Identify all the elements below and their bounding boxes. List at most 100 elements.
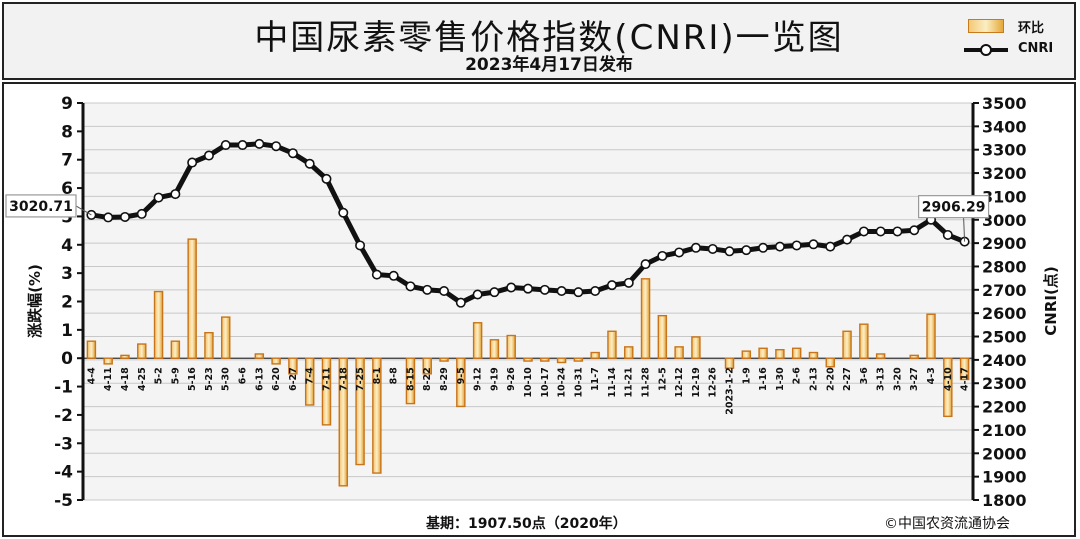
cnri-point <box>338 207 349 218</box>
right-tick-label: 2300 <box>982 374 1027 393</box>
left-axis-title: 涨跌幅(%) <box>26 264 44 338</box>
bar <box>372 357 382 474</box>
annotation-leader <box>963 217 966 242</box>
right-axis: 3500 3400 3300 3200 3100 3000 2900 2800 2700 2600… <box>971 94 1027 510</box>
bar <box>691 336 701 359</box>
bar <box>187 238 197 359</box>
right-tick-label: 1900 <box>982 468 1027 487</box>
bar <box>204 331 214 359</box>
bar <box>624 346 634 359</box>
gridlines <box>83 102 973 501</box>
right-tick-label: 2400 <box>982 351 1027 370</box>
cnri-point <box>556 285 567 296</box>
x-tick-label: 3-6 <box>859 367 870 385</box>
bar <box>842 330 852 359</box>
x-tick-label: 4-3 <box>926 367 937 384</box>
x-tick-label: 12-12 <box>674 367 685 397</box>
x-tick-label: 1-9 <box>741 367 752 384</box>
x-tick-label: 9-26 <box>506 367 517 391</box>
x-tick-label: 11-14 <box>607 367 618 398</box>
x-tick-label: 5-16 <box>187 367 198 391</box>
bar <box>422 357 432 375</box>
bar <box>506 334 516 359</box>
cnri-point <box>774 241 785 252</box>
annotations: 3020.71 2906.29 <box>5 194 990 242</box>
bar <box>103 357 113 365</box>
x-tick-label: 5-9 <box>170 367 181 384</box>
bar <box>607 330 617 359</box>
annotation-box <box>5 194 77 218</box>
bar <box>489 339 500 359</box>
right-tick-label: 3200 <box>982 164 1027 183</box>
x-tick-label: 1-16 <box>758 367 769 391</box>
x-tick-label: 4-11 <box>103 367 114 391</box>
left-tick-label: 9 <box>61 94 73 114</box>
bar <box>808 351 819 359</box>
cnri-point <box>455 297 466 308</box>
x-tick-label: 2-27 <box>842 367 853 391</box>
x-tick-label: 2023-1-2 <box>725 367 736 415</box>
bar <box>657 314 668 359</box>
bar <box>540 357 550 362</box>
x-tick-label: 8-22 <box>422 367 433 391</box>
annotation-leader <box>75 205 92 216</box>
bar <box>221 316 231 359</box>
bar <box>170 340 181 359</box>
bar <box>825 357 835 368</box>
x-tick-label: 2-13 <box>808 367 819 391</box>
cnri-point <box>522 283 533 294</box>
right-axis-title: CNRI(点) <box>1042 266 1060 335</box>
annotation-label: 3020.71 <box>9 199 73 215</box>
x-tick-label: 4-17 <box>960 367 971 391</box>
x-tick-label: 9-5 <box>456 367 467 384</box>
right-tick-label: 2000 <box>982 444 1027 463</box>
x-tick-label: 7-4 <box>305 367 316 385</box>
x-tick-label: 10-31 <box>573 367 584 397</box>
cnri-point <box>858 226 869 237</box>
cnri-point <box>405 281 416 292</box>
bar <box>405 357 416 405</box>
line-series <box>86 138 970 308</box>
x-tick-label: 3-20 <box>892 367 903 391</box>
x-tick-label: 5-23 <box>204 367 215 391</box>
x-tick-label: 7-18 <box>338 367 349 391</box>
bar <box>909 354 919 359</box>
x-tick-label: 10-24 <box>557 367 568 398</box>
bar <box>355 357 365 466</box>
bar <box>959 357 970 381</box>
legend-bar-swatch <box>968 19 1004 33</box>
left-tick-label: 0 <box>61 349 73 369</box>
x-tick-label: 5-2 <box>154 367 165 384</box>
cnri-point <box>136 208 147 219</box>
cnri-point <box>724 246 735 257</box>
bar <box>120 354 130 359</box>
legend-bar-label: 环比 <box>1018 21 1045 36</box>
cnri-point <box>573 287 584 298</box>
x-tick-label: 8-8 <box>389 367 400 385</box>
x-tick-label: 3-13 <box>876 367 887 391</box>
x-tick-label: 6-6 <box>238 367 249 385</box>
cnri-point <box>304 158 315 169</box>
cnri-point <box>758 242 769 253</box>
cnri-point <box>321 173 332 184</box>
bar <box>741 350 752 359</box>
x-tick-label: 4-4 <box>86 367 97 385</box>
bar <box>926 313 936 359</box>
header-panel: 中国尿素零售价格指数(CNRI)一览图 2023年4月17日发布 环比 CNRI <box>2 2 1076 80</box>
right-tick-label: 3500 <box>982 94 1027 113</box>
right-tick-label: 3300 <box>982 141 1027 160</box>
bar <box>875 353 886 359</box>
right-tick-label: 2500 <box>982 328 1027 347</box>
bar-series <box>86 238 970 487</box>
x-tick-label: 10-17 <box>540 367 551 397</box>
left-tick-label: 2 <box>61 293 73 313</box>
bar <box>791 347 802 359</box>
cnri-point <box>909 225 920 236</box>
x-tick-label: 9-12 <box>473 367 484 391</box>
x-tick-label: 8-1 <box>372 367 383 384</box>
cnri-point <box>422 284 433 295</box>
right-tick-label: 2600 <box>982 304 1027 323</box>
bar <box>943 357 953 418</box>
x-tick-label: 7-11 <box>321 367 332 391</box>
